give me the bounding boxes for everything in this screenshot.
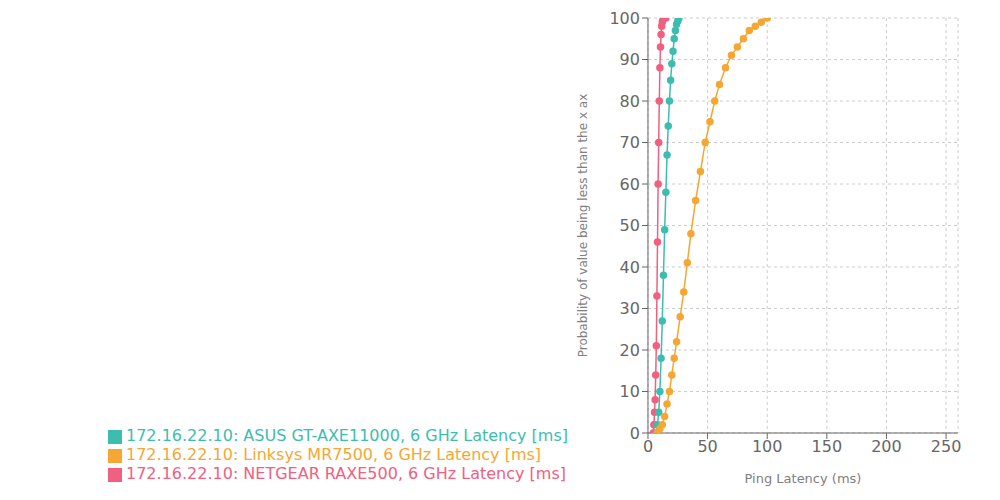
svg-text:0: 0 [643, 437, 653, 456]
html-text:172.16.22.10: Linksys MR7500,: 172.16.22.10: Linksys MR7500, 6 GHz Late… [126, 445, 542, 464]
svg-text:70: 70 [620, 133, 640, 152]
svg-text:100: 100 [609, 9, 640, 28]
svg-text:100: 100 [752, 437, 783, 456]
svg-text:40: 40 [620, 258, 640, 277]
svg-text:50: 50 [620, 216, 640, 235]
svg-text:60: 60 [620, 175, 640, 194]
svg-text:20: 20 [620, 341, 640, 360]
svg-text:10: 10 [620, 382, 640, 401]
svg-text:250: 250 [931, 437, 962, 456]
svg-text:Probability of value being les: Probability of value being less than the… [576, 94, 590, 358]
svg-text:150: 150 [812, 437, 843, 456]
svg-text:80: 80 [620, 92, 640, 111]
svg-text:50: 50 [697, 437, 717, 456]
html-text:172.16.22.10: ASUS GT-AXE11000: 172.16.22.10: ASUS GT-AXE11000, 6 GHz La… [126, 426, 568, 445]
svg-text:Ping Latency (ms): Ping Latency (ms) [745, 471, 862, 486]
svg-text:90: 90 [620, 50, 640, 69]
html-text:172.16.22.10: NETGEAR RAXE500,: 172.16.22.10: NETGEAR RAXE500, 6 GHz Lat… [126, 464, 566, 483]
svg-text:30: 30 [620, 299, 640, 318]
svg-text:200: 200 [871, 437, 902, 456]
svg-text:0: 0 [630, 424, 640, 443]
